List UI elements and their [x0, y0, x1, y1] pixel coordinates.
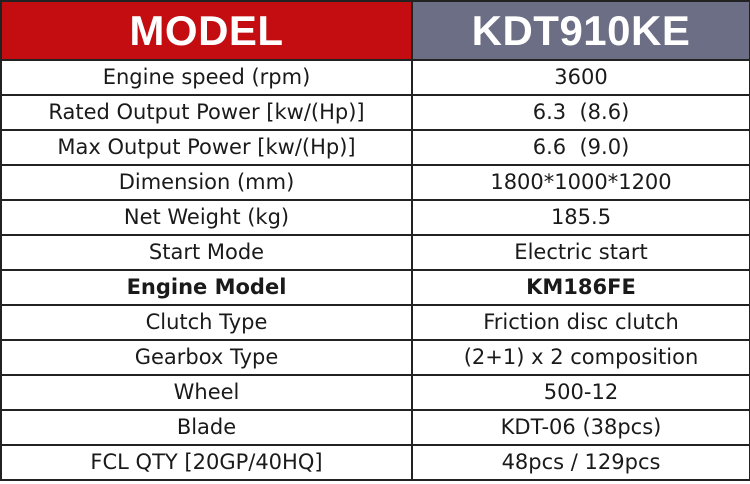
spec-value: (2+1) x 2 composition [411, 339, 750, 376]
spec-value: KDT-06 (38pcs) [411, 409, 750, 446]
row-dimension: Dimension (mm) 1800*1000*1200 [0, 164, 750, 201]
row-max-output-power: Max Output Power [kw/(Hp)] 6.6 (9.0) [0, 129, 750, 166]
spec-label: Engine Model [0, 269, 413, 306]
spec-value: 6.6 (9.0) [411, 129, 750, 166]
header-row: MODEL KDT910KE [0, 0, 750, 61]
spec-label: FCL QTY [20GP/40HQ] [0, 444, 413, 481]
row-wheel: Wheel 500-12 [0, 374, 750, 411]
spec-value: Electric start [411, 234, 750, 271]
spec-label: Rated Output Power [kw/(Hp)] [0, 94, 413, 131]
spec-value: 6.3 (8.6) [411, 94, 750, 131]
spec-value: 500-12 [411, 374, 750, 411]
spec-label: Start Mode [0, 234, 413, 271]
row-fcl-qty: FCL QTY [20GP/40HQ] 48pcs / 129pcs [0, 444, 750, 481]
spec-label: Gearbox Type [0, 339, 413, 376]
row-blade: Blade KDT-06 (38pcs) [0, 409, 750, 446]
header-model-label: MODEL [0, 0, 413, 61]
spec-label: Engine speed (rpm) [0, 59, 413, 96]
row-gearbox-type: Gearbox Type (2+1) x 2 composition [0, 339, 750, 376]
spec-value: 3600 [411, 59, 750, 96]
spec-label: Net Weight (kg) [0, 199, 413, 236]
header-model-name: KDT910KE [411, 0, 750, 61]
spec-label: Max Output Power [kw/(Hp)] [0, 129, 413, 166]
spec-label: Clutch Type [0, 304, 413, 341]
row-engine-speed: Engine speed (rpm) 3600 [0, 59, 750, 96]
spec-value: 48pcs / 129pcs [411, 444, 750, 481]
row-engine-model: Engine Model KM186FE [0, 269, 750, 306]
row-net-weight: Net Weight (kg) 185.5 [0, 199, 750, 236]
spec-value: Friction disc clutch [411, 304, 750, 341]
spec-value: KM186FE [411, 269, 750, 306]
spec-label: Blade [0, 409, 413, 446]
spec-label: Dimension (mm) [0, 164, 413, 201]
spec-value: 1800*1000*1200 [411, 164, 750, 201]
spec-label: Wheel [0, 374, 413, 411]
row-rated-output-power: Rated Output Power [kw/(Hp)] 6.3 (8.6) [0, 94, 750, 131]
spec-value: 185.5 [411, 199, 750, 236]
row-clutch-type: Clutch Type Friction disc clutch [0, 304, 750, 341]
row-start-mode: Start Mode Electric start [0, 234, 750, 271]
